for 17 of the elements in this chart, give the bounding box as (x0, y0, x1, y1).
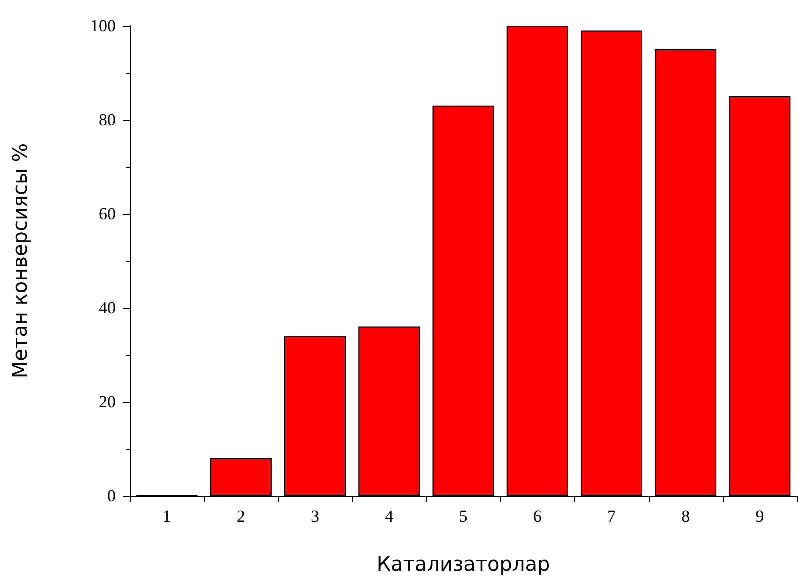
x-tick-label: 9 (756, 507, 764, 526)
x-tick-label: 1 (162, 507, 172, 526)
x-tick-label: 2 (236, 507, 246, 526)
y-tick-label: 40 (99, 298, 116, 318)
x-tick-label: 8 (682, 507, 690, 526)
y-tick-label: 80 (99, 110, 116, 130)
y-tick-label: 100 (90, 16, 116, 36)
x-tick-label: 3 (311, 507, 320, 526)
y-tick-label: 20 (99, 392, 116, 412)
y-axis-title: Метан конверсиясы % (8, 143, 32, 379)
y-tick-label: 0 (108, 486, 116, 506)
y-tick-label: 60 (99, 204, 116, 224)
x-axis-title: Катализаторлар (376, 552, 550, 576)
x-tick-label: 7 (607, 507, 616, 526)
x-tick-label: 6 (533, 507, 542, 526)
x-tick-label: 4 (385, 507, 394, 526)
x-tick-label: 5 (459, 507, 468, 526)
